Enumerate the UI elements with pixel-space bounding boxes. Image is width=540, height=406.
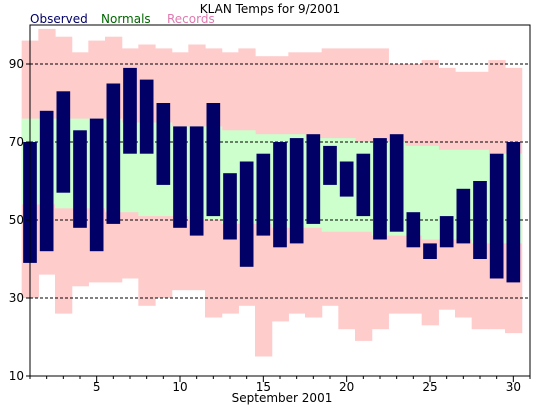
observed-bar-day-5 [89, 118, 104, 252]
observed-bar-day-19 [323, 145, 337, 185]
observed-bars [23, 67, 521, 283]
observed-bar-day-30 [506, 142, 521, 283]
chart-title: KLAN Temps for 9/2001 [200, 2, 340, 16]
y-tick-label-30: 30 [9, 291, 24, 305]
observed-bar-day-9 [156, 103, 171, 185]
y-tick-label-70: 70 [9, 135, 24, 149]
x-tick-label-25: 25 [422, 380, 437, 394]
observed-bar-day-18 [306, 134, 321, 224]
observed-bar-day-12 [206, 103, 221, 217]
observed-bar-day-24 [406, 212, 421, 248]
legend-item-normals: Normals [101, 12, 151, 26]
observed-bar-day-10 [173, 126, 187, 228]
observed-bar-day-7 [123, 67, 137, 154]
observed-bar-day-17 [289, 138, 304, 244]
legend-item-records: Records [167, 12, 215, 26]
observed-bar-day-29 [489, 153, 504, 279]
observed-bar-day-8 [139, 79, 154, 154]
y-tick-label-50: 50 [9, 213, 24, 227]
observed-bar-day-14 [239, 161, 254, 267]
observed-bar-day-16 [273, 142, 287, 248]
x-tick-label-15: 15 [256, 380, 271, 394]
observed-bar-day-15 [256, 153, 271, 236]
observed-bar-day-26 [439, 216, 454, 248]
observed-bar-day-27 [456, 188, 471, 244]
axes: 10 30 50 70 90 5 10 15 20 25 30 [9, 24, 531, 394]
observed-bar-day-25 [423, 243, 437, 259]
observed-bar-day-3 [56, 91, 71, 193]
observed-bar-day-11 [189, 126, 204, 236]
observed-bar-day-4 [73, 130, 87, 228]
observed-bar-day-28 [473, 181, 487, 259]
x-tick-label-10: 10 [172, 380, 187, 394]
x-axis-label: September 2001 [232, 391, 333, 405]
y-tick-label-90: 90 [9, 57, 24, 71]
observed-bar-day-13 [223, 173, 237, 240]
observed-bar-day-22 [373, 138, 387, 240]
x-tick-label-30: 30 [506, 380, 521, 394]
observed-bar-day-21 [356, 153, 371, 217]
x-tick-label-5: 5 [93, 380, 101, 394]
observed-bar-day-6 [106, 83, 121, 224]
observed-bar-day-20 [339, 161, 354, 197]
x-tick-label-20: 20 [339, 380, 354, 394]
y-tick-label-10: 10 [9, 369, 24, 383]
normal-band-day-25 [421, 145, 439, 240]
legend-item-observed: Observed [30, 12, 88, 26]
observed-bar-day-23 [389, 134, 404, 232]
legend: Observed Normals Records [30, 12, 215, 26]
observed-bar-day-2 [39, 110, 54, 252]
